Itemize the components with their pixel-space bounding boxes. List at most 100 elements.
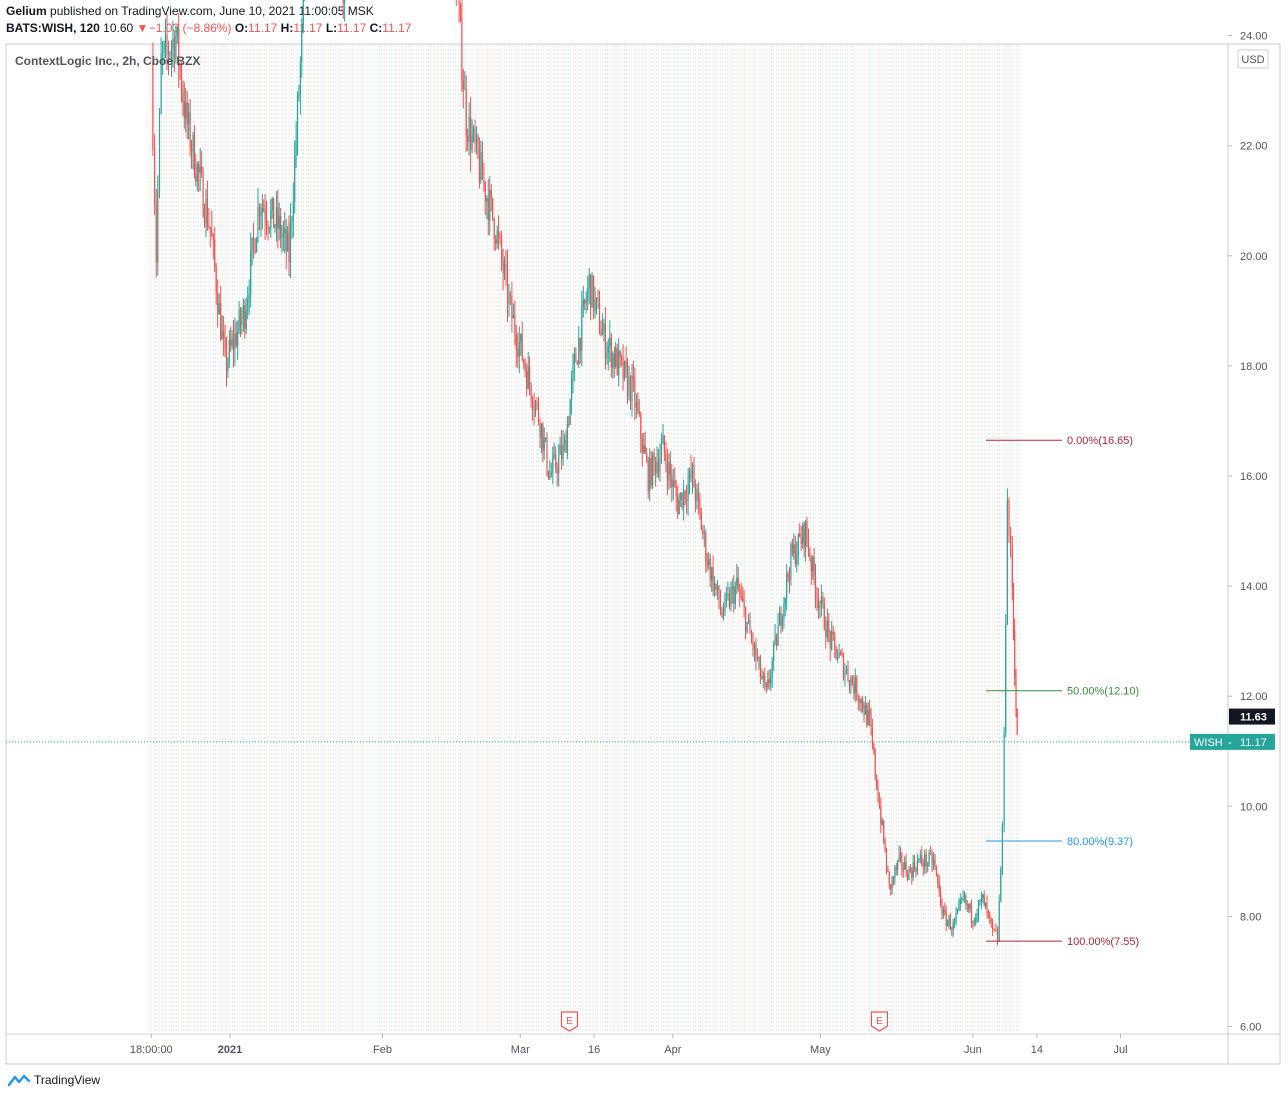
candle-body bbox=[669, 461, 671, 475]
candle-body bbox=[540, 423, 542, 438]
price-tick-label: 14.00 bbox=[1240, 581, 1268, 593]
candle-body bbox=[883, 820, 885, 843]
candle-body bbox=[990, 917, 992, 922]
candle-body bbox=[899, 852, 902, 855]
candle-body bbox=[731, 586, 733, 591]
candle-body bbox=[593, 276, 595, 311]
candle-body bbox=[895, 867, 897, 870]
candle-body bbox=[649, 457, 651, 492]
candle-body bbox=[765, 683, 767, 688]
candle-body bbox=[533, 409, 535, 410]
candle-body bbox=[727, 593, 729, 596]
price-tick-label: 24.00 bbox=[1240, 31, 1268, 43]
candle-body bbox=[774, 635, 776, 644]
candle-body bbox=[796, 554, 798, 564]
currency-label: USD bbox=[1241, 54, 1264, 66]
candle-body bbox=[521, 334, 523, 360]
currency-box[interactable] bbox=[1237, 49, 1269, 69]
candle-body bbox=[465, 89, 467, 136]
candle-body bbox=[565, 439, 567, 453]
candle-body bbox=[779, 612, 781, 626]
candle-body bbox=[628, 376, 630, 396]
candle-body bbox=[509, 294, 511, 296]
candle-body bbox=[822, 596, 824, 604]
candle-body bbox=[612, 353, 614, 369]
candle-body bbox=[461, 18, 463, 81]
candle-body bbox=[496, 230, 498, 244]
candle-body bbox=[622, 358, 624, 379]
candle-body bbox=[791, 544, 793, 554]
candle-body bbox=[662, 435, 664, 445]
candle-body bbox=[561, 445, 563, 459]
fib-retracement[interactable]: 0.00%(16.65) 50.00%(12.10) 80.00%(9.37) 100… bbox=[986, 435, 1139, 948]
candle-body bbox=[856, 677, 858, 699]
time-axis[interactable]: 18:00:00 2021 Feb Mar 16 Apr May Jun 14 Jul bbox=[130, 1034, 1128, 1056]
candle-body bbox=[532, 400, 534, 410]
candle-body bbox=[267, 224, 269, 229]
candle-body bbox=[788, 577, 791, 580]
candle-body bbox=[261, 207, 263, 214]
price-tick-label: 12.00 bbox=[1240, 691, 1268, 703]
candle-body bbox=[643, 444, 645, 453]
candle-body bbox=[495, 239, 497, 244]
footer[interactable]: TradingView bbox=[8, 1073, 100, 1087]
candle-body bbox=[756, 658, 758, 660]
candle-body bbox=[1010, 536, 1012, 547]
publish-info: Gelium published on TradingView.com, Jun… bbox=[6, 4, 374, 18]
candle-body bbox=[247, 299, 249, 312]
candle-body bbox=[641, 438, 643, 453]
candle-body bbox=[860, 698, 862, 704]
candle-body bbox=[736, 577, 738, 586]
time-tick-label: May bbox=[810, 1044, 831, 1056]
crosshair-price-tag bbox=[1229, 708, 1275, 725]
candle-body bbox=[969, 904, 971, 910]
candle-body bbox=[719, 602, 722, 610]
candle-body bbox=[794, 544, 796, 564]
price-axis[interactable]: 6.00 8.00 10.00 12.00 14.00 16.00 18.00 20.00 22… bbox=[1190, 0, 1275, 1034]
price-tick-label: 10.00 bbox=[1240, 801, 1268, 813]
candle-body bbox=[693, 464, 695, 487]
candle-body bbox=[265, 219, 268, 225]
candle-body bbox=[514, 314, 516, 335]
candle-body bbox=[870, 715, 872, 728]
candle-body bbox=[241, 317, 243, 325]
candle-body bbox=[699, 499, 701, 513]
candle-body bbox=[564, 439, 566, 444]
candle-body bbox=[568, 424, 570, 426]
candle-body bbox=[268, 228, 270, 229]
candle-body bbox=[864, 705, 866, 715]
candle-body bbox=[1014, 630, 1016, 679]
candle-body bbox=[218, 302, 220, 315]
candle-body bbox=[578, 338, 580, 365]
candle-body bbox=[809, 552, 811, 560]
price-tick-label: 20.00 bbox=[1240, 251, 1268, 263]
candle-body bbox=[597, 297, 599, 303]
candle-body bbox=[1006, 499, 1008, 624]
close-label: C: bbox=[369, 21, 383, 35]
candle-body bbox=[1012, 587, 1015, 631]
candle-body bbox=[629, 376, 632, 403]
candle-body bbox=[192, 134, 194, 152]
candle-body bbox=[838, 652, 840, 658]
candle-body bbox=[958, 904, 960, 910]
candle-body bbox=[591, 276, 593, 308]
candle-body bbox=[289, 222, 291, 263]
candle-body bbox=[167, 48, 170, 56]
candle-body bbox=[691, 464, 694, 479]
candle-body bbox=[938, 882, 940, 891]
candle-body bbox=[616, 348, 618, 375]
candle-body bbox=[806, 521, 808, 541]
candle-body bbox=[273, 198, 275, 228]
candle-body bbox=[166, 35, 168, 49]
candle-body bbox=[299, 61, 301, 94]
candle-body bbox=[573, 354, 575, 366]
candle-body bbox=[239, 310, 242, 325]
candle-body bbox=[281, 236, 283, 239]
price-tick-label: 22.00 bbox=[1240, 141, 1268, 153]
candle-body bbox=[245, 311, 247, 329]
candle-body bbox=[526, 370, 528, 389]
close-value: 11.17 bbox=[382, 21, 412, 35]
candle-body bbox=[888, 871, 890, 885]
